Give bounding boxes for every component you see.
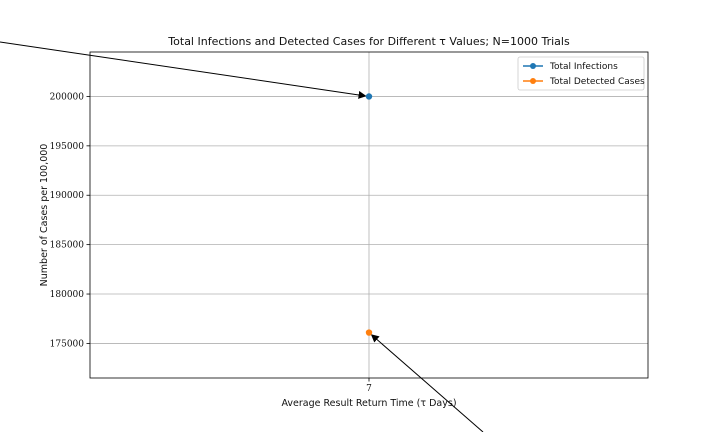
y-tick-label: 190000 <box>50 191 85 201</box>
y-tick-label: 180000 <box>50 290 85 300</box>
data-series <box>365 93 373 336</box>
legend-box <box>517 56 645 91</box>
y-tick-label: 200000 <box>50 92 85 102</box>
x-axis-label: Average Result Return Time (τ Days) <box>281 398 456 409</box>
legend-label-total-detected-cases: Total Detected Cases <box>549 77 645 87</box>
legend-marker-total-detected-cases <box>530 78 536 84</box>
legend: Total Infections Total Detected Cases <box>517 56 645 91</box>
y-axis-label: Number of Cases per 100,000 <box>39 144 50 287</box>
legend-marker-total-infections <box>530 63 536 69</box>
y-tick-label: 195000 <box>50 142 85 152</box>
annotations <box>0 41 484 432</box>
chart-title: Total Infections and Detected Cases for … <box>167 35 570 48</box>
data-point-total-infections <box>365 93 373 100</box>
annotation-arrow <box>370 334 484 432</box>
y-axis-ticks: 175000 180000 185000 190000 195000 200000 <box>50 92 90 349</box>
y-tick-label: 185000 <box>50 241 85 251</box>
y-tick-label: 175000 <box>50 339 85 349</box>
x-tick-label: 7 <box>366 384 372 394</box>
data-point-total-detected-cases <box>365 329 373 336</box>
legend-label-total-infections: Total Infections <box>549 62 618 72</box>
annotation-arrow <box>0 41 367 99</box>
x-axis-ticks: 7 <box>366 378 372 394</box>
grid <box>90 52 648 378</box>
